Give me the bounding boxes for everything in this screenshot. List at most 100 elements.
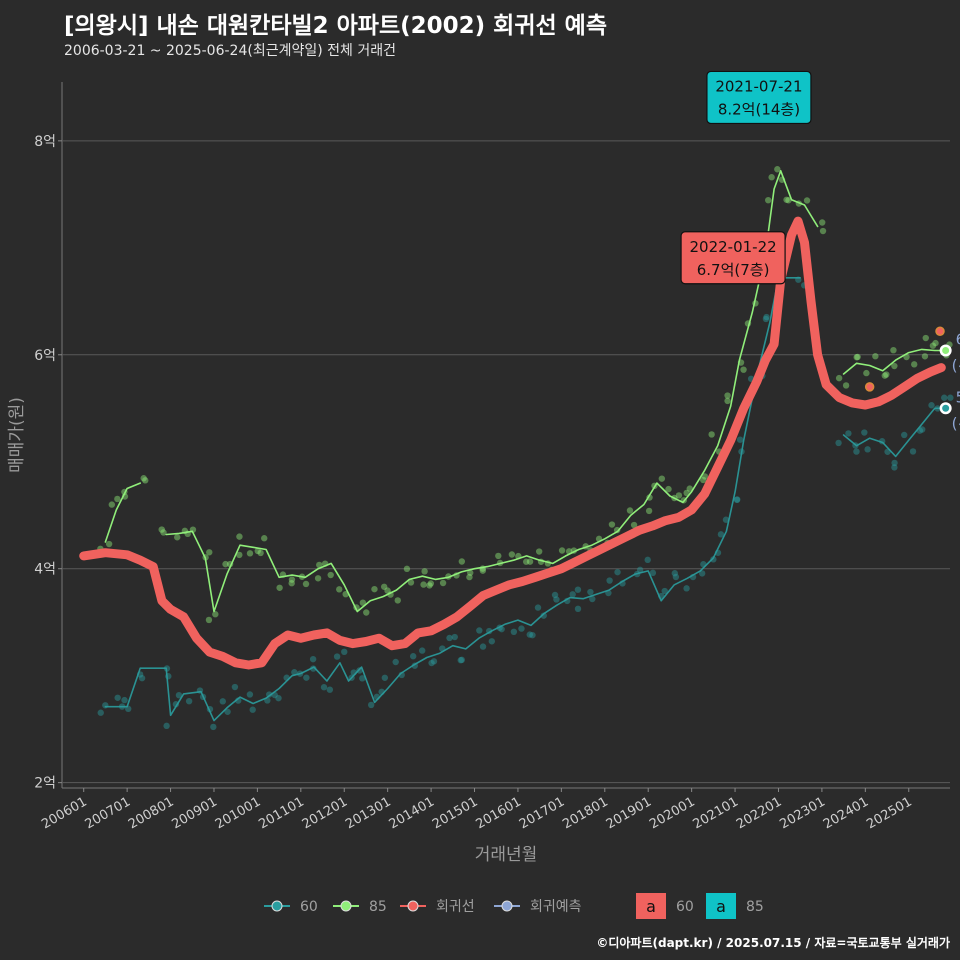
scatter-point-85 [883,371,890,378]
scatter-point-85 [142,477,149,484]
scatter-point-60 [409,653,417,660]
scatter-point-60 [428,659,435,667]
scatter-point-85 [236,533,243,540]
legend-area-letter: a [646,897,656,916]
scatter-point-85 [774,166,781,173]
x-tick-label: 201901 [604,794,654,832]
scatter-point-60 [526,631,533,638]
x-tick-label: 202201 [734,794,784,832]
scatter-point-85 [394,597,401,604]
y-tick-label: 4억 [34,562,56,578]
scatter-point-85 [336,586,343,593]
scatter-point-60 [309,655,317,663]
scatter-point-85 [630,521,638,529]
chart-subtitle: 2006-03-21 ~ 2025-06-24(최근계약일) 전체 거래건 [64,43,396,59]
scatter-point-85 [921,353,929,360]
scatter-point-60 [430,658,438,665]
legend-label: 회귀예측 [530,899,582,915]
scatter-point-85 [708,431,715,438]
scatter-point-60 [891,459,898,467]
scatter-point-85 [658,475,666,482]
scatter-point-60 [121,696,128,704]
scatter-point-85 [302,580,310,588]
scatter-point-60 [901,431,908,439]
scatter-point-85 [212,611,219,618]
scatter-point-85 [645,507,653,515]
x-tick-label: 200601 [39,794,89,832]
x-tick-label: 201101 [256,794,306,832]
scatter-point-60 [698,570,706,577]
x-tick-label: 200901 [169,794,219,832]
scatter-point-85 [105,540,113,548]
series-line-85 [842,348,947,375]
scatter-point-60 [381,674,389,681]
callout-price: 6.7억(7층) [697,261,770,279]
scatter-point-60 [941,394,948,401]
end-point-85 [942,346,950,354]
scatter-point-85 [686,485,693,492]
scatter-point-85 [427,580,435,587]
scatter-point-85 [700,476,707,484]
x-tick-label: 201001 [213,794,263,832]
scatter-point-85 [724,397,731,405]
scatter-point-85 [236,551,243,559]
scatter-point-60 [551,591,559,599]
scatter-point-85 [288,576,296,583]
end-area-label: (~85㎡) [952,356,960,374]
x-tick-label: 201501 [430,794,480,832]
callout-date: 2021-07-21 [715,77,802,95]
callout-box-85 [706,70,812,125]
scatter-point-85 [246,550,254,557]
y-tick-label: 8억 [34,134,56,150]
scatter-point-60 [224,708,231,715]
legend-key-dot [407,900,419,912]
legend-label: 60 [300,899,318,915]
scatter-point-60 [367,701,375,709]
scatter-point-85 [359,599,367,606]
y-axis-title: 매매가(원) [7,397,27,473]
scatter-point-85 [872,353,879,360]
scatter-point-85 [380,583,388,590]
scatter-point-60 [891,464,898,471]
scatter-point-60 [569,591,576,598]
scatter-point-85 [785,197,792,204]
scatter-point-85 [421,568,428,575]
scatter-point-85 [819,227,827,235]
scatter-point-60 [919,426,926,433]
scatter-point-60 [320,684,328,691]
scatter-point-85 [803,197,811,204]
scatter-point-85 [420,581,427,588]
scatter-point-60 [835,439,842,447]
x-tick-label: 201801 [560,794,610,832]
scatter-point-60 [614,568,621,576]
scatter-point-85 [288,580,295,587]
callout-box-60 [680,231,786,285]
scatter-point-60 [845,430,852,437]
legend-area-swatch [636,893,666,919]
end-value-label: 54,967 [956,388,960,406]
scatter-point-85 [608,521,616,528]
scatter-point-85 [526,558,534,565]
scatter-point-85 [842,382,850,389]
scatter-point-60 [649,569,657,577]
scatter-point-60 [303,674,310,681]
scatter-point-60 [102,702,109,709]
scatter-point-85 [205,616,213,624]
scatter-point-85 [206,549,213,556]
x-tick-label: 202301 [777,794,827,832]
scatter-point-60 [479,643,487,650]
legend-key-dot [501,900,513,912]
scatter-point-85 [140,475,147,482]
scatter-point-85 [467,569,474,576]
scatter-point-85 [932,339,939,347]
scatter-point-85 [174,534,181,541]
scatter-point-60 [763,313,770,321]
scatter-point-60 [636,566,644,574]
scatter-point-85 [911,361,918,368]
scatter-point-60 [275,694,282,702]
y-tick-label: 6억 [34,348,56,364]
scatter-point-60 [518,625,525,632]
series-line-60 [842,407,947,458]
credit-line: ©디아파트(dapt.kr) / 2025.07.15 / 자료=국토교통부 실… [596,936,950,950]
